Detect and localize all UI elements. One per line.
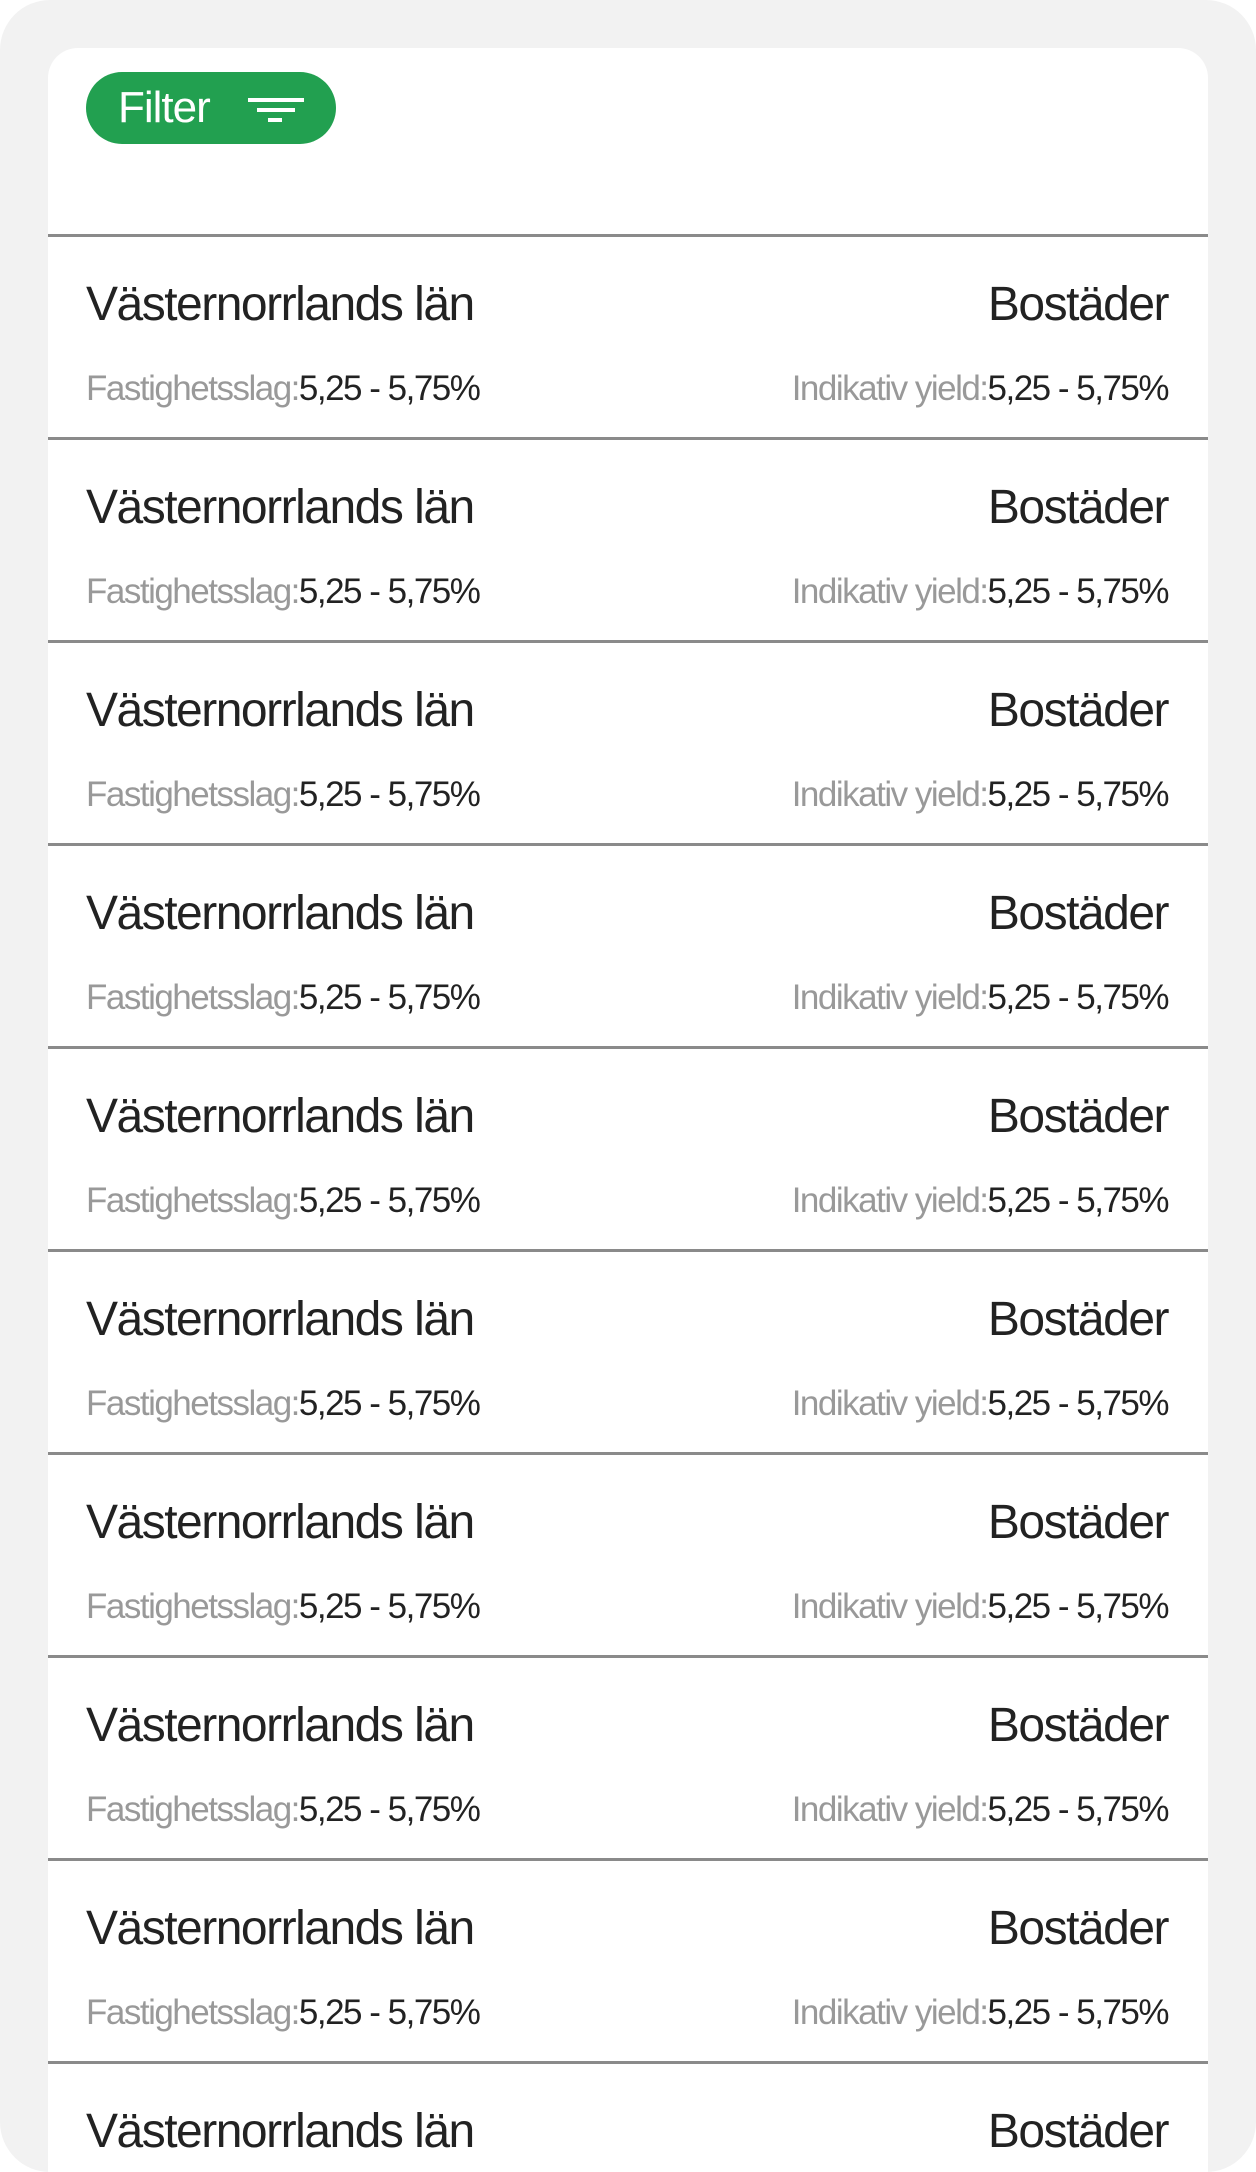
list-item[interactable]: Västernorrlands län Bostäder Fastighetss… — [48, 1658, 1208, 1861]
results-card: Filter Västernorrlands län Bostäder Fast… — [48, 48, 1208, 2172]
item-property-type: Bostäder — [987, 481, 1170, 534]
item-property-type: Bostäder — [987, 1496, 1170, 1549]
list-item[interactable]: Västernorrlands län Bostäder Fastighetss… — [48, 643, 1208, 846]
item-fastighetsslag: Fastighetsslag:5,25 - 5,75% — [86, 1993, 481, 2033]
yield-label: Indikativ yield: — [791, 1790, 989, 1829]
list-item[interactable]: Västernorrlands län Bostäder Fastighetss… — [48, 1861, 1208, 2064]
fastighetsslag-label: Fastighetsslag: — [86, 1790, 300, 1829]
yield-label: Indikativ yield: — [791, 978, 989, 1017]
fastighetsslag-label: Fastighetsslag: — [86, 1587, 300, 1626]
yield-label: Indikativ yield: — [791, 572, 989, 611]
item-fastighetsslag: Fastighetsslag:5,25 - 5,75% — [86, 369, 481, 409]
yield-value: 5,25 - 5,75% — [987, 1587, 1170, 1626]
fastighetsslag-label: Fastighetsslag: — [86, 1384, 300, 1423]
fastighetsslag-label: Fastighetsslag: — [86, 978, 300, 1017]
item-indikativ-yield: Indikativ yield:5,25 - 5,75% — [791, 572, 1170, 612]
item-fastighetsslag: Fastighetsslag:5,25 - 5,75% — [86, 572, 481, 612]
item-region: Västernorrlands län — [86, 684, 475, 737]
item-region: Västernorrlands län — [86, 1902, 475, 1955]
list-item[interactable]: Västernorrlands län Bostäder Fastighetss… — [48, 1252, 1208, 1455]
item-region: Västernorrlands län — [86, 278, 475, 331]
list-item[interactable]: Västernorrlands län Bostäder Fastighetss… — [48, 1049, 1208, 1252]
fastighetsslag-value: 5,25 - 5,75% — [298, 1384, 481, 1423]
yield-value: 5,25 - 5,75% — [987, 1993, 1170, 2032]
fastighetsslag-label: Fastighetsslag: — [86, 775, 300, 814]
fastighetsslag-value: 5,25 - 5,75% — [298, 978, 481, 1017]
yield-value: 5,25 - 5,75% — [987, 1790, 1170, 1829]
item-indikativ-yield: Indikativ yield:5,25 - 5,75% — [791, 978, 1170, 1018]
item-region: Västernorrlands län — [86, 887, 475, 940]
list-item[interactable]: Västernorrlands län Bostäder Fastighetss… — [48, 846, 1208, 1049]
yield-label: Indikativ yield: — [791, 1587, 989, 1626]
item-fastighetsslag: Fastighetsslag:5,25 - 5,75% — [86, 775, 481, 815]
item-indikativ-yield: Indikativ yield:5,25 - 5,75% — [791, 1790, 1170, 1830]
item-region: Västernorrlands län — [86, 2105, 475, 2158]
yield-value: 5,25 - 5,75% — [987, 572, 1170, 611]
item-property-type: Bostäder — [987, 684, 1170, 737]
item-region: Västernorrlands län — [86, 1699, 475, 1752]
item-region: Västernorrlands län — [86, 481, 475, 534]
fastighetsslag-value: 5,25 - 5,75% — [298, 369, 481, 408]
fastighetsslag-label: Fastighetsslag: — [86, 369, 300, 408]
item-fastighetsslag: Fastighetsslag:5,25 - 5,75% — [86, 1587, 481, 1627]
property-list: Västernorrlands län Bostäder Fastighetss… — [48, 237, 1208, 2172]
yield-label: Indikativ yield: — [791, 1993, 989, 2032]
yield-value: 5,25 - 5,75% — [987, 775, 1170, 814]
item-property-type: Bostäder — [987, 1090, 1170, 1143]
list-item[interactable]: Västernorrlands län Bostäder — [48, 2064, 1208, 2172]
item-indikativ-yield: Indikativ yield:5,25 - 5,75% — [791, 1993, 1170, 2033]
list-item[interactable]: Västernorrlands län Bostäder Fastighetss… — [48, 1455, 1208, 1658]
fastighetsslag-value: 5,25 - 5,75% — [298, 572, 481, 611]
fastighetsslag-value: 5,25 - 5,75% — [298, 775, 481, 814]
item-fastighetsslag: Fastighetsslag:5,25 - 5,75% — [86, 1384, 481, 1424]
yield-label: Indikativ yield: — [791, 369, 989, 408]
item-indikativ-yield: Indikativ yield:5,25 - 5,75% — [791, 775, 1170, 815]
item-fastighetsslag: Fastighetsslag:5,25 - 5,75% — [86, 978, 481, 1018]
item-property-type: Bostäder — [987, 1902, 1170, 1955]
item-fastighetsslag: Fastighetsslag:5,25 - 5,75% — [86, 1790, 481, 1830]
filter-icon — [248, 98, 304, 122]
item-property-type: Bostäder — [987, 1699, 1170, 1752]
yield-label: Indikativ yield: — [791, 1181, 989, 1220]
yield-value: 5,25 - 5,75% — [987, 1384, 1170, 1423]
item-property-type: Bostäder — [987, 278, 1170, 331]
yield-value: 5,25 - 5,75% — [987, 369, 1170, 408]
item-region: Västernorrlands län — [86, 1496, 475, 1549]
list-item[interactable]: Västernorrlands län Bostäder Fastighetss… — [48, 237, 1208, 440]
fastighetsslag-label: Fastighetsslag: — [86, 572, 300, 611]
list-item[interactable]: Västernorrlands län Bostäder Fastighetss… — [48, 440, 1208, 643]
item-property-type: Bostäder — [987, 2105, 1170, 2158]
filter-button[interactable]: Filter — [86, 72, 336, 144]
item-region: Västernorrlands län — [86, 1293, 475, 1346]
item-indikativ-yield: Indikativ yield:5,25 - 5,75% — [791, 1384, 1170, 1424]
fastighetsslag-value: 5,25 - 5,75% — [298, 1181, 481, 1220]
yield-label: Indikativ yield: — [791, 1384, 989, 1423]
yield-value: 5,25 - 5,75% — [987, 1181, 1170, 1220]
fastighetsslag-label: Fastighetsslag: — [86, 1993, 300, 2032]
fastighetsslag-label: Fastighetsslag: — [86, 1181, 300, 1220]
item-indikativ-yield: Indikativ yield:5,25 - 5,75% — [791, 369, 1170, 409]
fastighetsslag-value: 5,25 - 5,75% — [298, 1790, 481, 1829]
yield-label: Indikativ yield: — [791, 775, 989, 814]
filter-button-label: Filter — [118, 83, 211, 132]
yield-value: 5,25 - 5,75% — [987, 978, 1170, 1017]
item-fastighetsslag: Fastighetsslag:5,25 - 5,75% — [86, 1181, 481, 1221]
fastighetsslag-value: 5,25 - 5,75% — [298, 1993, 481, 2032]
item-indikativ-yield: Indikativ yield:5,25 - 5,75% — [791, 1587, 1170, 1627]
item-property-type: Bostäder — [987, 887, 1170, 940]
item-property-type: Bostäder — [987, 1293, 1170, 1346]
fastighetsslag-value: 5,25 - 5,75% — [298, 1587, 481, 1626]
item-indikativ-yield: Indikativ yield:5,25 - 5,75% — [791, 1181, 1170, 1221]
header-divider — [48, 234, 1208, 237]
item-region: Västernorrlands län — [86, 1090, 475, 1143]
